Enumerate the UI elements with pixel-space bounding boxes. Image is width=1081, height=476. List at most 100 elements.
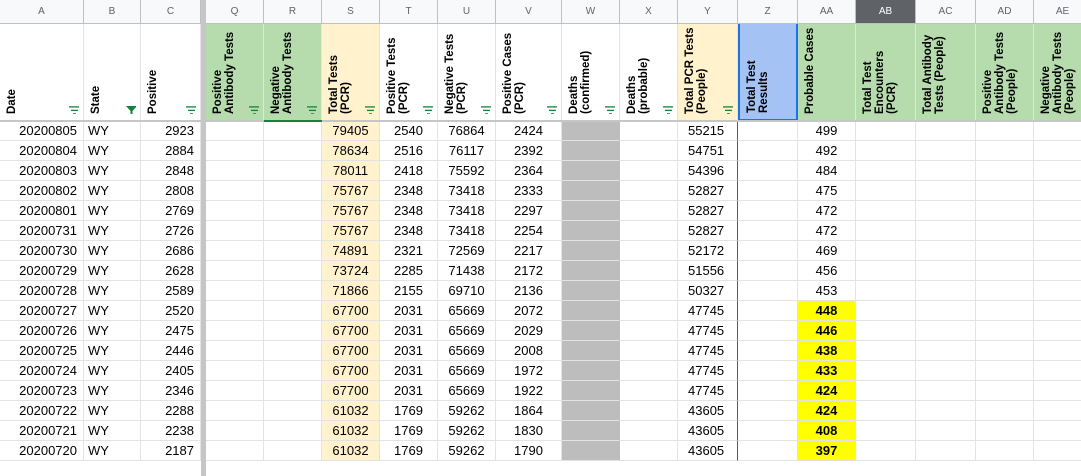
cell-w[interactable] (562, 421, 620, 441)
cell-x[interactable] (620, 141, 678, 161)
cell-ac[interactable] (916, 281, 976, 301)
cell-a[interactable]: 20200805 (0, 121, 84, 141)
cell-ac[interactable] (916, 161, 976, 181)
cell-w[interactable] (562, 261, 620, 281)
cell-ac[interactable] (916, 381, 976, 401)
cell-ab[interactable] (856, 201, 916, 221)
cell-c[interactable]: 2808 (141, 181, 201, 201)
cell-b[interactable]: WY (84, 121, 141, 141)
cell-t[interactable]: 2418 (380, 161, 438, 181)
cell-z[interactable] (738, 361, 798, 381)
cell-v[interactable]: 2008 (496, 341, 562, 361)
cell-aa[interactable]: 424 (798, 381, 856, 401)
column-letter-b[interactable]: B (84, 0, 141, 24)
column-letter-y[interactable]: Y (678, 0, 738, 24)
cell-ab[interactable] (856, 221, 916, 241)
cell-u[interactable]: 59262 (438, 421, 496, 441)
cell-ad[interactable] (976, 361, 1034, 381)
cell-y[interactable]: 52827 (678, 201, 738, 221)
cell-z[interactable] (738, 261, 798, 281)
cell-c[interactable]: 2187 (141, 441, 201, 461)
cell-q[interactable] (206, 441, 264, 461)
cell-x[interactable] (620, 201, 678, 221)
cell-q[interactable] (206, 221, 264, 241)
cell-t[interactable]: 1769 (380, 441, 438, 461)
cell-ae[interactable] (1034, 221, 1081, 241)
cell-b[interactable]: WY (84, 301, 141, 321)
cell-w[interactable] (562, 181, 620, 201)
cell-c[interactable]: 2848 (141, 161, 201, 181)
cell-u[interactable]: 65669 (438, 301, 496, 321)
frozen-row-divider[interactable] (0, 120, 1081, 122)
cell-ad[interactable] (976, 161, 1034, 181)
column-letter-v[interactable]: V (496, 0, 562, 24)
column-letter-w[interactable]: W (562, 0, 620, 24)
header-positive-tests-pcr[interactable]: Positive Tests (PCR) (380, 24, 438, 121)
cell-u[interactable]: 65669 (438, 381, 496, 401)
header-positive[interactable]: Positive (141, 24, 201, 121)
cell-ae[interactable] (1034, 361, 1081, 381)
cell-s[interactable]: 78634 (322, 141, 380, 161)
cell-s[interactable]: 67700 (322, 321, 380, 341)
cell-y[interactable]: 47745 (678, 361, 738, 381)
cell-u[interactable]: 65669 (438, 341, 496, 361)
cell-s[interactable]: 61032 (322, 441, 380, 461)
cell-ab[interactable] (856, 381, 916, 401)
cell-v[interactable]: 1790 (496, 441, 562, 461)
cell-b[interactable]: WY (84, 281, 141, 301)
header-state[interactable]: State (84, 24, 141, 121)
cell-z[interactable] (738, 341, 798, 361)
cell-ab[interactable] (856, 121, 916, 141)
cell-r[interactable] (264, 241, 322, 261)
cell-v[interactable]: 2217 (496, 241, 562, 261)
cell-ae[interactable] (1034, 341, 1081, 361)
header-negative-tests-pcr[interactable]: Negative Tests (PCR) (438, 24, 496, 121)
cell-z[interactable] (738, 161, 798, 181)
cell-y[interactable]: 50327 (678, 281, 738, 301)
cell-r[interactable] (264, 261, 322, 281)
cell-x[interactable] (620, 241, 678, 261)
cell-u[interactable]: 69710 (438, 281, 496, 301)
cell-ac[interactable] (916, 401, 976, 421)
cell-w[interactable] (562, 341, 620, 361)
cell-r[interactable] (264, 281, 322, 301)
cell-r[interactable] (264, 301, 322, 321)
cell-a[interactable]: 20200803 (0, 161, 84, 181)
cell-x[interactable] (620, 261, 678, 281)
cell-x[interactable] (620, 281, 678, 301)
cell-aa[interactable]: 472 (798, 221, 856, 241)
cell-u[interactable]: 65669 (438, 361, 496, 381)
cell-aa[interactable]: 499 (798, 121, 856, 141)
cell-w[interactable] (562, 121, 620, 141)
cell-ad[interactable] (976, 221, 1034, 241)
cell-s[interactable]: 75767 (322, 221, 380, 241)
cell-q[interactable] (206, 341, 264, 361)
column-letter-ad[interactable]: AD (976, 0, 1034, 24)
cell-t[interactable]: 2540 (380, 121, 438, 141)
cell-c[interactable]: 2589 (141, 281, 201, 301)
cell-z[interactable] (738, 401, 798, 421)
cell-a[interactable]: 20200724 (0, 361, 84, 381)
cell-w[interactable] (562, 441, 620, 461)
cell-a[interactable]: 20200727 (0, 301, 84, 321)
cell-ab[interactable] (856, 161, 916, 181)
header-negative-antibody-tests-people[interactable]: Negative Antibody Tests (People) (1034, 24, 1081, 121)
cell-x[interactable] (620, 421, 678, 441)
cell-x[interactable] (620, 441, 678, 461)
cell-ac[interactable] (916, 361, 976, 381)
header-deaths-confirmed[interactable]: Deaths (confirmed) (562, 24, 620, 121)
cell-b[interactable]: WY (84, 161, 141, 181)
cell-ad[interactable] (976, 261, 1034, 281)
cell-q[interactable] (206, 421, 264, 441)
cell-ac[interactable] (916, 241, 976, 261)
cell-aa[interactable]: 484 (798, 161, 856, 181)
cell-q[interactable] (206, 261, 264, 281)
cell-q[interactable] (206, 201, 264, 221)
cell-r[interactable] (264, 401, 322, 421)
header-date[interactable]: Date (0, 24, 84, 121)
cell-q[interactable] (206, 361, 264, 381)
header-positive-antibody-tests[interactable]: Positive Antibody Tests (206, 24, 264, 121)
cell-t[interactable]: 2031 (380, 361, 438, 381)
cell-x[interactable] (620, 181, 678, 201)
cell-aa[interactable]: 453 (798, 281, 856, 301)
